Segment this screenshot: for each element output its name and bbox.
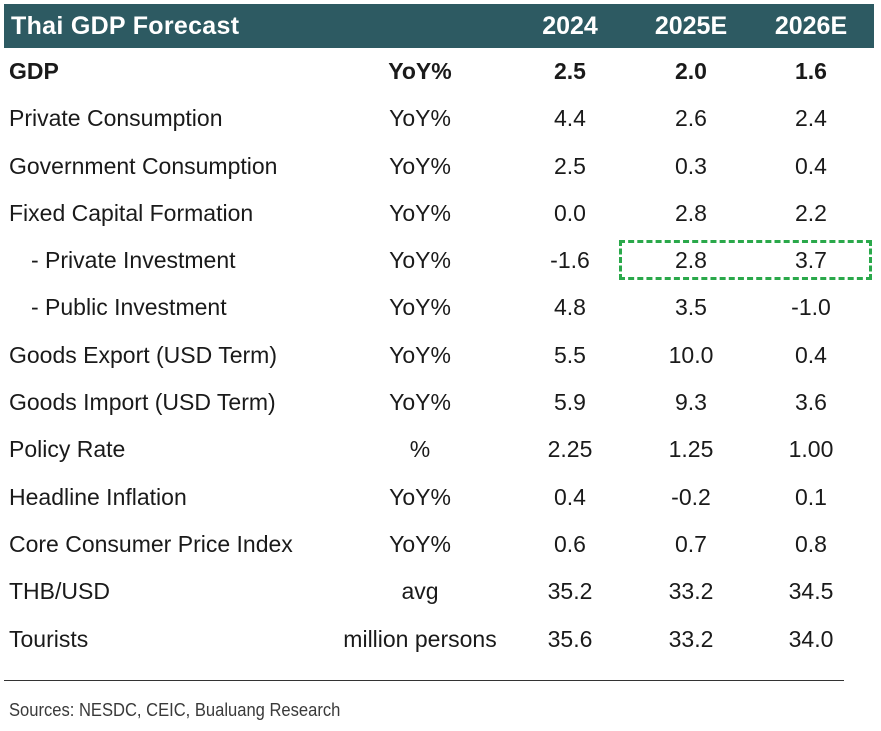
value-2024: 2.5: [554, 58, 586, 84]
row-label: Policy Rate: [9, 436, 126, 463]
row-unit: YoY%: [389, 105, 451, 132]
value-2025e: 2.8: [675, 247, 707, 274]
value-2025e: -0.2: [671, 483, 711, 510]
value-2024: 2.5: [554, 152, 586, 179]
row-label: Private Consumption: [9, 105, 223, 132]
table-row: THB/USD avg 35.2 33.2 34.5: [4, 568, 874, 615]
row-unit: YoY%: [389, 389, 451, 416]
year-header-2024: 2024: [542, 12, 598, 40]
value-2026e: 1.00: [788, 436, 834, 463]
value-2025e: 2.6: [675, 105, 707, 132]
value-2025e: 3.5: [675, 294, 707, 321]
row-unit: avg: [401, 578, 439, 605]
row-unit: YoY%: [389, 247, 451, 274]
table-row: Core Consumer Price Index YoY% 0.6 0.7 0…: [4, 521, 874, 568]
value-2024: 4.4: [554, 105, 586, 132]
value-2026e: 2.2: [795, 199, 827, 226]
value-2024: -1.6: [550, 247, 590, 274]
row-unit: YoY%: [389, 199, 451, 226]
value-2025e: 1.25: [668, 436, 714, 463]
value-2024: 35.6: [547, 625, 593, 652]
value-2026e: 0.4: [795, 152, 827, 179]
value-2025e: 33.2: [668, 578, 714, 605]
value-2025e: 10.0: [668, 341, 714, 368]
value-2025e: 33.2: [668, 625, 714, 652]
table-header: Thai GDP Forecast 2024 2025E 2026E: [4, 4, 874, 48]
value-2026e: 3.6: [795, 389, 827, 416]
row-label: Headline Inflation: [9, 483, 187, 510]
value-2025e: 2.8: [675, 199, 707, 226]
value-2025e: 0.3: [675, 152, 707, 179]
table-row-gdp: GDP YoY% 2.5 2.0 1.6: [4, 48, 874, 95]
value-2026e: 0.4: [795, 341, 827, 368]
table-row: Private Consumption YoY% 4.4 2.6 2.4: [4, 95, 874, 142]
value-2026e: 1.6: [795, 58, 827, 84]
table-row: Tourists million persons 35.6 33.2 34.0: [4, 616, 874, 663]
value-2024: 2.25: [547, 436, 593, 463]
row-label: Government Consumption: [9, 152, 278, 179]
forecast-table: Thai GDP Forecast 2024 2025E 2026E GDP Y…: [4, 4, 874, 663]
row-label: - Public Investment: [31, 294, 227, 321]
divider: [4, 680, 844, 681]
row-unit: YoY%: [389, 294, 451, 321]
year-header-2025e: 2025E: [654, 12, 728, 40]
value-2024: 5.5: [554, 341, 586, 368]
source-note: Sources: NESDC, CEIC, Bualuang Research: [9, 700, 341, 720]
table-row: Government Consumption YoY% 2.5 0.3 0.4: [4, 143, 874, 190]
table-title: Thai GDP Forecast: [11, 12, 240, 40]
table-row: Headline Inflation YoY% 0.4 -0.2 0.1: [4, 474, 874, 521]
row-unit: %: [409, 436, 431, 463]
row-label: Tourists: [9, 625, 89, 652]
table-row: - Public Investment YoY% 4.8 3.5 -1.0: [4, 284, 874, 331]
value-2024: 4.8: [554, 294, 586, 321]
table-row: Fixed Capital Formation YoY% 0.0 2.8 2.2: [4, 190, 874, 237]
value-2024: 0.6: [554, 530, 586, 557]
row-unit: YoY%: [389, 483, 451, 510]
value-2024: 0.0: [554, 199, 586, 226]
row-label: Core Consumer Price Index: [9, 530, 293, 557]
row-unit: YoY%: [389, 530, 451, 557]
value-2025e: 9.3: [675, 389, 707, 416]
table-row: Policy Rate % 2.25 1.25 1.00: [4, 426, 874, 473]
value-2026e: 3.7: [795, 247, 827, 274]
table-row: Goods Export (USD Term) YoY% 5.5 10.0 0.…: [4, 332, 874, 379]
row-label: Goods Import (USD Term): [9, 389, 276, 416]
value-2026e: -1.0: [791, 294, 831, 321]
table-row: Goods Import (USD Term) YoY% 5.9 9.3 3.6: [4, 379, 874, 426]
row-unit: YoY%: [388, 58, 452, 84]
row-label: GDP: [9, 58, 59, 84]
row-label: THB/USD: [9, 578, 110, 605]
value-2025e: 0.7: [675, 530, 707, 557]
row-label: Goods Export (USD Term): [9, 341, 277, 368]
value-2026e: 0.8: [795, 530, 827, 557]
value-2026e: 34.0: [788, 625, 834, 652]
value-2024: 35.2: [547, 578, 593, 605]
row-label: - Private Investment: [31, 247, 236, 274]
value-2025e: 2.0: [675, 58, 707, 84]
value-2026e: 0.1: [795, 483, 827, 510]
value-2026e: 34.5: [788, 578, 834, 605]
year-header-2026e: 2026E: [774, 12, 848, 40]
row-label: Fixed Capital Formation: [9, 199, 254, 226]
row-unit: million persons: [343, 625, 497, 652]
value-2024: 5.9: [554, 389, 586, 416]
value-2024: 0.4: [554, 483, 586, 510]
row-unit: YoY%: [389, 152, 451, 179]
value-2026e: 2.4: [795, 105, 827, 132]
table-row: - Private Investment YoY% -1.6 2.8 3.7: [4, 237, 874, 284]
row-unit: YoY%: [389, 341, 451, 368]
